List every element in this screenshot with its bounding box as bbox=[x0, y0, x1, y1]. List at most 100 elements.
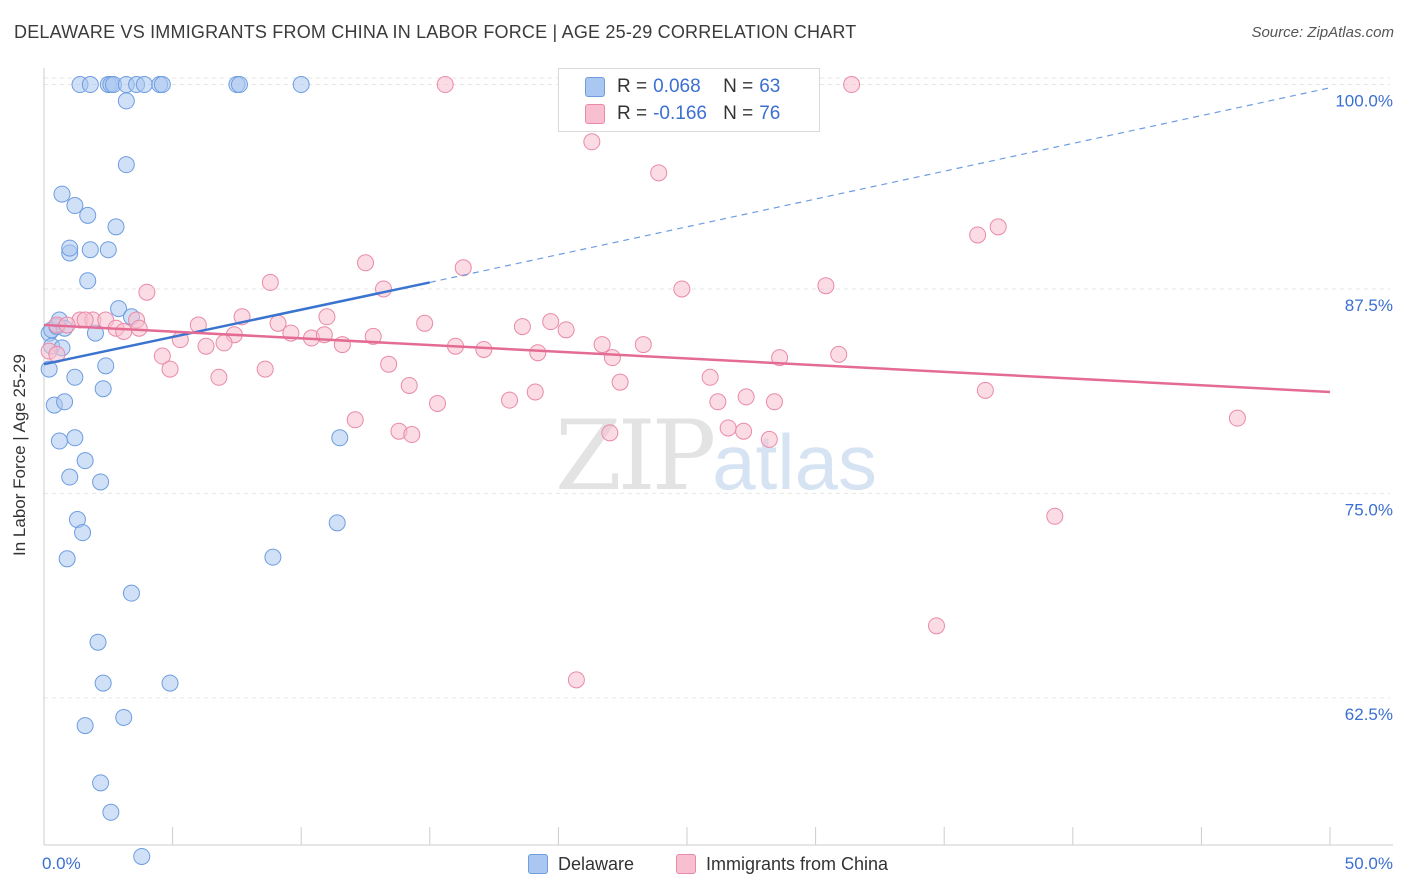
delaware-point bbox=[292, 76, 310, 94]
china-point bbox=[765, 393, 783, 411]
delaware-point bbox=[76, 452, 94, 470]
y-tick-label: 62.5% bbox=[1345, 705, 1393, 724]
delaware-point bbox=[110, 300, 128, 318]
china-point bbox=[261, 273, 279, 291]
china-point bbox=[817, 277, 835, 295]
china-point bbox=[603, 349, 621, 367]
bottom-legend-label-china: Immigrants from China bbox=[706, 853, 889, 874]
china-point bbox=[403, 426, 421, 444]
delaware-point bbox=[81, 76, 99, 94]
china-point bbox=[976, 381, 994, 399]
china-point bbox=[364, 327, 382, 345]
legend-n-label: N = bbox=[723, 103, 754, 124]
legend-r-value: -0.166 bbox=[653, 103, 707, 124]
delaware-point bbox=[58, 550, 76, 568]
bottom-legend-swatch-china bbox=[676, 854, 696, 874]
delaware-point bbox=[61, 239, 79, 257]
china-point bbox=[161, 360, 179, 378]
china-point bbox=[1228, 409, 1246, 427]
delaware-point bbox=[161, 674, 179, 692]
bottom-legend-label-delaware: Delaware bbox=[558, 853, 635, 874]
china-point bbox=[210, 368, 228, 386]
china-point bbox=[709, 393, 727, 411]
china-point bbox=[593, 336, 611, 354]
delaware-point bbox=[331, 429, 349, 447]
delaware-point bbox=[74, 524, 92, 542]
china-point bbox=[771, 349, 789, 367]
china-point bbox=[400, 376, 418, 394]
china-point bbox=[346, 411, 364, 429]
y-tick-label: 100.0% bbox=[1335, 92, 1393, 111]
delaware-point bbox=[94, 674, 112, 692]
china-point bbox=[429, 394, 447, 412]
china-point bbox=[557, 321, 575, 339]
delaware-point bbox=[94, 380, 112, 398]
delaware-point bbox=[97, 357, 115, 375]
legend-r-value: 0.068 bbox=[653, 76, 701, 97]
bottom-legend-swatch-delaware bbox=[528, 854, 548, 874]
delaware-point bbox=[66, 197, 84, 215]
china-point bbox=[567, 671, 585, 689]
china-point bbox=[583, 133, 601, 151]
legend-n-label: N = bbox=[723, 76, 754, 97]
china-point bbox=[256, 360, 274, 378]
china-point bbox=[501, 391, 519, 409]
china-point bbox=[673, 280, 691, 298]
delaware-point bbox=[76, 717, 94, 735]
china-point bbox=[542, 313, 560, 331]
delaware-point bbox=[117, 156, 135, 174]
china-point bbox=[843, 76, 861, 94]
delaware-trend-line bbox=[43, 281, 431, 366]
china-point bbox=[529, 344, 547, 362]
delaware-point bbox=[133, 847, 151, 865]
source-label: Source: ZipAtlas.com bbox=[1251, 24, 1394, 41]
delaware-point bbox=[230, 76, 248, 94]
china-point bbox=[989, 218, 1007, 236]
china-point bbox=[436, 76, 454, 94]
delaware-point bbox=[99, 241, 117, 259]
delaware-point bbox=[66, 429, 84, 447]
delaware-point bbox=[92, 774, 110, 792]
delaware-point bbox=[79, 206, 97, 224]
legend-swatch-delaware bbox=[585, 77, 605, 97]
delaware-point bbox=[122, 584, 140, 602]
delaware-point bbox=[66, 368, 84, 386]
bottom-legend-delaware: Delaware bbox=[528, 852, 634, 876]
delaware-point bbox=[56, 393, 74, 411]
china-point bbox=[130, 319, 148, 337]
delaware-point bbox=[81, 241, 99, 259]
delaware-point bbox=[79, 272, 97, 290]
legend-row-delaware: R = 0.068 N = 63 bbox=[585, 74, 780, 100]
china-point bbox=[927, 617, 945, 635]
china-point bbox=[735, 422, 753, 440]
delaware-point bbox=[328, 514, 346, 532]
legend-r-label: R = bbox=[617, 103, 648, 124]
china-point bbox=[634, 336, 652, 354]
y-tick-label: 87.5% bbox=[1345, 296, 1393, 315]
china-point bbox=[719, 419, 737, 437]
delaware-point bbox=[50, 432, 68, 450]
delaware-point bbox=[117, 92, 135, 110]
china-point bbox=[601, 424, 619, 442]
china-point bbox=[380, 355, 398, 373]
delaware-point bbox=[115, 708, 133, 726]
x-tick-label: 50.0% bbox=[1345, 854, 1393, 873]
china-point bbox=[650, 164, 668, 182]
legend-n-value: 63 bbox=[759, 76, 781, 97]
delaware-point bbox=[89, 633, 107, 651]
china-trend-line bbox=[43, 323, 1331, 394]
delaware-point bbox=[102, 803, 120, 821]
china-point bbox=[1046, 507, 1064, 525]
stats-legend: R = 0.068 N = 63 R = -0.166 N = 76 bbox=[558, 68, 820, 132]
china-point bbox=[153, 347, 171, 365]
delaware-point bbox=[92, 473, 110, 491]
legend-r-label: R = bbox=[617, 76, 648, 97]
china-point bbox=[215, 334, 233, 352]
delaware-point bbox=[53, 185, 71, 203]
chart-title: DELAWARE VS IMMIGRANTS FROM CHINA IN LAB… bbox=[14, 22, 857, 42]
x-tick-label: 0.0% bbox=[42, 854, 81, 873]
china-point bbox=[115, 322, 133, 340]
legend-n-value: 76 bbox=[759, 103, 781, 124]
china-point bbox=[416, 314, 434, 332]
